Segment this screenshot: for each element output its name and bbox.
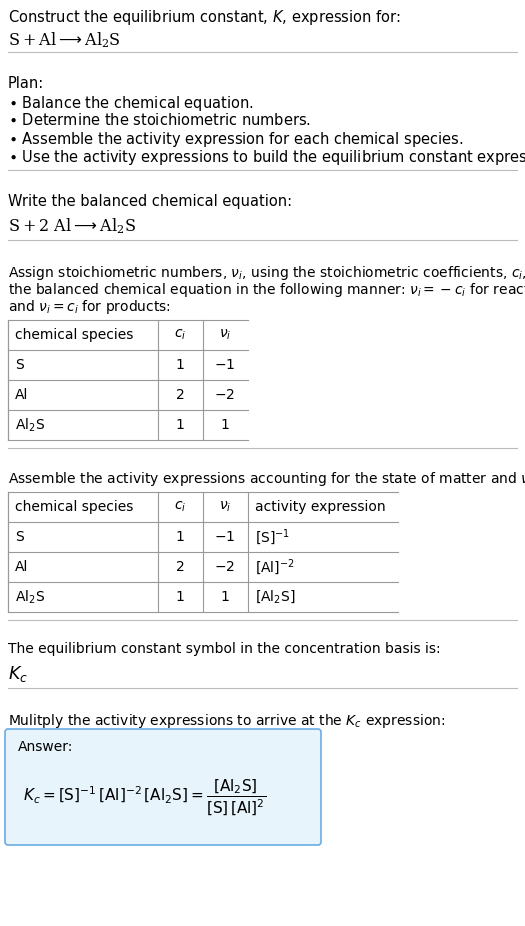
Text: Construct the equilibrium constant, $K$, expression for:: Construct the equilibrium constant, $K$,…	[8, 8, 401, 27]
Text: $\bullet$ Determine the stoichiometric numbers.: $\bullet$ Determine the stoichiometric n…	[8, 112, 311, 128]
Text: $\mathrm{Al_2S}$: $\mathrm{Al_2S}$	[15, 588, 45, 606]
Text: activity expression: activity expression	[255, 500, 386, 514]
Text: $\bullet$ Assemble the activity expression for each chemical species.: $\bullet$ Assemble the activity expressi…	[8, 130, 464, 149]
Text: Al: Al	[15, 388, 28, 402]
Text: S: S	[15, 358, 24, 372]
Text: $-2$: $-2$	[215, 560, 236, 574]
Text: 1: 1	[175, 358, 184, 372]
Text: $c_i$: $c_i$	[174, 500, 186, 514]
Text: 2: 2	[176, 560, 184, 574]
Text: 1: 1	[175, 530, 184, 544]
Text: $\nu_i$: $\nu_i$	[219, 500, 231, 514]
Text: The equilibrium constant symbol in the concentration basis is:: The equilibrium constant symbol in the c…	[8, 642, 440, 656]
Text: $-1$: $-1$	[214, 358, 236, 372]
FancyBboxPatch shape	[5, 729, 321, 845]
Text: Assemble the activity expressions accounting for the state of matter and $\nu_i$: Assemble the activity expressions accoun…	[8, 470, 525, 488]
Text: $-2$: $-2$	[215, 388, 236, 402]
Text: 1: 1	[175, 590, 184, 604]
Text: $\mathregular{S + Al} \longrightarrow \mathregular{Al_2S}$: $\mathregular{S + Al} \longrightarrow \m…	[8, 30, 121, 50]
Text: $-1$: $-1$	[214, 530, 236, 544]
Text: $[\mathrm{Al}]^{-2}$: $[\mathrm{Al}]^{-2}$	[255, 557, 295, 577]
Text: $\mathrm{Al_2S}$: $\mathrm{Al_2S}$	[15, 417, 45, 433]
Text: 1: 1	[220, 418, 229, 432]
Text: $\nu_i$: $\nu_i$	[219, 328, 231, 343]
Text: Write the balanced chemical equation:: Write the balanced chemical equation:	[8, 194, 292, 209]
Text: Al: Al	[15, 560, 28, 574]
Text: the balanced chemical equation in the following manner: $\nu_i = -c_i$ for react: the balanced chemical equation in the fo…	[8, 281, 525, 299]
Text: $[\mathrm{S}]^{-1}$: $[\mathrm{S}]^{-1}$	[255, 527, 290, 547]
Text: $\mathregular{S + 2\ Al} \longrightarrow \mathregular{Al_2S}$: $\mathregular{S + 2\ Al} \longrightarrow…	[8, 216, 136, 236]
Text: Mulitply the activity expressions to arrive at the $K_c$ expression:: Mulitply the activity expressions to arr…	[8, 712, 445, 730]
Text: $\bullet$ Use the activity expressions to build the equilibrium constant express: $\bullet$ Use the activity expressions t…	[8, 148, 525, 167]
Text: 1: 1	[220, 590, 229, 604]
Text: $K_c = [\mathrm{S}]^{-1}\,[\mathrm{Al}]^{-2}\,[\mathrm{Al_2S}] = \dfrac{[\mathrm: $K_c = [\mathrm{S}]^{-1}\,[\mathrm{Al}]^…	[23, 777, 266, 817]
Text: 1: 1	[175, 418, 184, 432]
Text: $c_i$: $c_i$	[174, 328, 186, 343]
Text: chemical species: chemical species	[15, 328, 133, 342]
Text: Plan:: Plan:	[8, 76, 44, 91]
Text: chemical species: chemical species	[15, 500, 133, 514]
Text: $[\mathrm{Al_2S}]$: $[\mathrm{Al_2S}]$	[255, 589, 296, 606]
Text: Assign stoichiometric numbers, $\nu_i$, using the stoichiometric coefficients, $: Assign stoichiometric numbers, $\nu_i$, …	[8, 264, 525, 282]
Text: 2: 2	[176, 388, 184, 402]
Text: S: S	[15, 530, 24, 544]
Text: Answer:: Answer:	[18, 740, 74, 754]
Text: and $\nu_i = c_i$ for products:: and $\nu_i = c_i$ for products:	[8, 298, 171, 316]
Text: $K_c$: $K_c$	[8, 664, 28, 684]
Text: $\bullet$ Balance the chemical equation.: $\bullet$ Balance the chemical equation.	[8, 94, 254, 113]
